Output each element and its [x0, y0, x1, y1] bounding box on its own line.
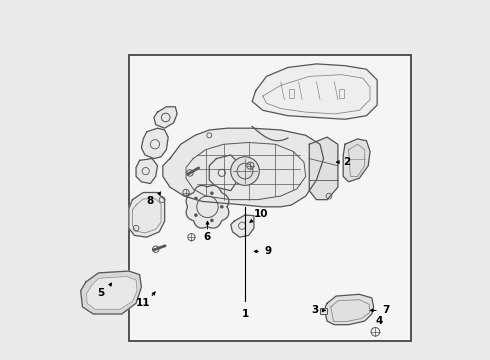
- Bar: [339, 89, 344, 98]
- Circle shape: [194, 213, 198, 217]
- Polygon shape: [86, 276, 137, 309]
- Text: 2: 2: [343, 157, 350, 167]
- Polygon shape: [81, 271, 142, 314]
- Polygon shape: [209, 155, 238, 191]
- Circle shape: [231, 157, 259, 185]
- Text: 3: 3: [311, 305, 318, 315]
- Bar: [320, 308, 327, 314]
- Polygon shape: [129, 193, 165, 237]
- Text: 8: 8: [147, 197, 154, 206]
- Bar: [289, 89, 294, 98]
- Circle shape: [220, 205, 223, 208]
- Polygon shape: [343, 139, 370, 182]
- Bar: [129, 55, 411, 341]
- Text: 9: 9: [265, 247, 272, 256]
- Text: 6: 6: [204, 232, 211, 242]
- Polygon shape: [163, 128, 323, 207]
- Text: 7: 7: [382, 305, 390, 315]
- Polygon shape: [154, 107, 177, 128]
- Polygon shape: [325, 294, 373, 325]
- Polygon shape: [252, 64, 377, 119]
- Text: 5: 5: [97, 288, 104, 297]
- Text: 11: 11: [136, 298, 150, 308]
- Polygon shape: [186, 185, 229, 228]
- Text: 4: 4: [375, 316, 383, 326]
- Text: 10: 10: [254, 209, 269, 219]
- Circle shape: [210, 219, 214, 222]
- Circle shape: [188, 187, 227, 226]
- Circle shape: [194, 197, 198, 200]
- Circle shape: [210, 192, 214, 195]
- Polygon shape: [231, 215, 254, 237]
- Polygon shape: [142, 128, 168, 158]
- Polygon shape: [136, 158, 157, 184]
- Text: 1: 1: [242, 309, 248, 319]
- Polygon shape: [309, 137, 338, 200]
